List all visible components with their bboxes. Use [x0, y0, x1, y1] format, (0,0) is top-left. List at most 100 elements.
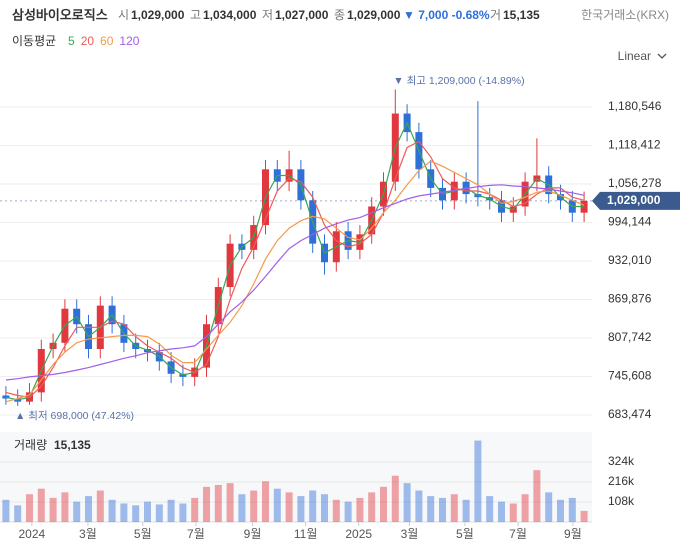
quote-value: 1,034,000	[203, 8, 257, 22]
ma-label: 이동평균	[12, 34, 56, 48]
ma-line	[5, 160, 585, 403]
volume-bar	[203, 486, 210, 522]
volume-value: 15,135	[503, 8, 540, 22]
volume-bar	[2, 499, 10, 522]
volume-bar	[368, 492, 376, 522]
volume-bar	[167, 499, 175, 522]
y-tick-label: 994,144	[608, 215, 652, 229]
volume-bar	[557, 499, 564, 522]
volume-bar	[344, 501, 352, 522]
volume-bar	[108, 499, 116, 522]
volume-bar	[356, 497, 364, 522]
scale-selector[interactable]: Linear	[618, 49, 651, 63]
volume-bar	[238, 494, 246, 522]
volume-bar	[297, 496, 305, 522]
volume-bar	[120, 503, 128, 522]
x-tick-label: 7월	[187, 527, 205, 541]
volume-bar	[415, 490, 423, 522]
min-annotation: ▲ 최저 698,000 (47.42%)	[15, 410, 134, 422]
x-tick-label: 5월	[456, 527, 474, 541]
volume-bar	[96, 490, 104, 522]
volume-bar	[155, 504, 163, 522]
x-tick-label: 2024	[19, 527, 46, 541]
volume-bar	[226, 483, 234, 522]
change: ▼ 7,000 -0.68%	[403, 8, 490, 22]
y-tick-label: 745,608	[608, 369, 652, 383]
volume-bar	[85, 496, 92, 522]
volume-bar	[580, 510, 588, 522]
y-tick-label: 869,876	[608, 292, 652, 306]
volume-bar	[191, 497, 199, 522]
quote-label: 고	[190, 8, 201, 22]
volume-bar	[285, 492, 293, 522]
volume-title: 거래량	[14, 438, 47, 452]
volume-bar	[533, 470, 541, 522]
y-tick-label: 1,056,278	[608, 176, 662, 190]
y-tick-label: 683,474	[608, 407, 652, 421]
volume-bar	[179, 503, 187, 522]
legend-entry: 60	[100, 34, 114, 48]
volume-bar	[49, 497, 57, 522]
x-tick-label: 2025	[345, 527, 372, 541]
quote-value: 1,029,000	[131, 8, 185, 22]
chevron[interactable]	[657, 53, 667, 59]
volume-bar	[273, 488, 281, 522]
y-tick-label: 1,180,546	[608, 99, 662, 113]
stock-name: 삼성바이오로직스	[12, 7, 108, 22]
volume-bar	[403, 483, 411, 522]
volume-bar	[144, 501, 151, 522]
legend-entry: 5	[68, 34, 75, 48]
volume-bar	[14, 505, 22, 522]
y-tick-label: 807,742	[608, 330, 652, 344]
y-tick-label: 932,010	[608, 253, 652, 267]
x-tick-label: 5월	[134, 527, 152, 541]
quote-label: 시	[118, 8, 129, 22]
quote-value: 1,027,000	[275, 8, 329, 22]
volume-bar	[61, 492, 69, 522]
last-price-label: 1,029,000	[607, 193, 661, 207]
y-tick-label: 1,118,412	[608, 138, 661, 152]
volume-bar	[132, 505, 140, 522]
volume-bar	[568, 497, 576, 522]
candle-body	[2, 395, 10, 399]
ma-line	[5, 140, 585, 398]
volume-bar	[521, 494, 529, 522]
volume-bar	[380, 486, 387, 522]
volume-bar	[474, 440, 482, 522]
volume-bar	[439, 497, 446, 522]
quote-label: 저	[262, 8, 273, 22]
volume-panel	[0, 432, 592, 522]
volume-bar	[545, 492, 553, 522]
volume-tick-label: 216k	[608, 474, 635, 488]
volume-bar	[26, 494, 33, 522]
volume-bar	[462, 499, 470, 522]
last-price-tag	[592, 191, 680, 210]
quote-label: 종	[334, 8, 345, 22]
x-tick-label: 9월	[564, 527, 582, 541]
volume-last: 15,135	[54, 438, 91, 452]
x-tick-label: 3월	[401, 527, 419, 541]
x-tick-label: 3월	[79, 527, 97, 541]
quote-value: 1,029,000	[347, 8, 401, 22]
volume-bar	[262, 481, 269, 522]
volume-bar	[427, 496, 435, 522]
volume-bar	[214, 484, 222, 522]
max-annotation: ▼ 최고 1,209,000 (-14.89%)	[393, 75, 524, 87]
volume-tick-label: 108k	[608, 494, 635, 508]
volume-label: 거	[490, 8, 501, 22]
volume-bar	[309, 490, 317, 522]
exchange: 한국거래소(KRX)	[581, 8, 669, 22]
volume-bar	[486, 496, 494, 522]
volume-tick-label: 324k	[608, 454, 635, 468]
volume-bar	[450, 494, 458, 522]
x-tick-label: 11월	[294, 527, 318, 541]
x-tick-label: 7월	[509, 527, 527, 541]
volume-bar	[509, 503, 517, 522]
legend-entry: 20	[81, 34, 95, 48]
volume-bar	[37, 488, 45, 522]
volume-bar	[250, 490, 258, 522]
volume-bar	[332, 499, 340, 522]
volume-bar	[391, 475, 399, 522]
volume-bar	[73, 501, 81, 522]
